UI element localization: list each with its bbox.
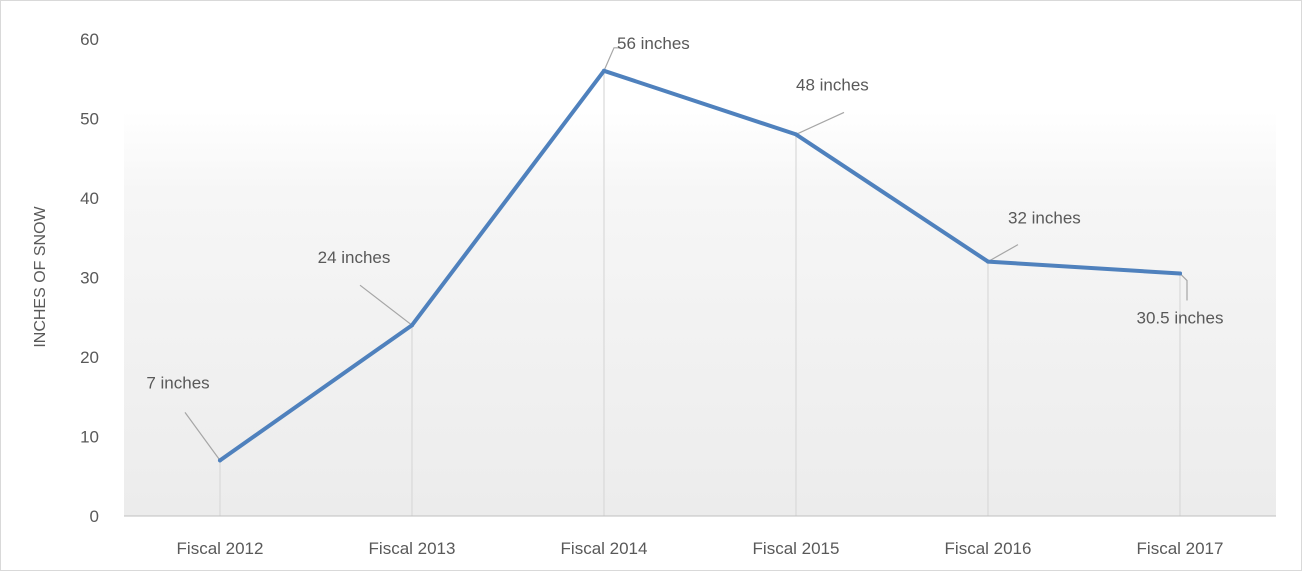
x-tick-label: Fiscal 2013 [369,539,456,558]
data-label: 56 inches [617,34,690,53]
y-tick-label: 0 [90,507,99,526]
data-label: 30.5 inches [1137,309,1224,328]
x-tick-label: Fiscal 2016 [945,539,1032,558]
x-tick-label: Fiscal 2017 [1137,539,1224,558]
series-line [218,68,1182,463]
x-tick-label: Fiscal 2015 [753,539,840,558]
leader-line [795,111,845,135]
x-tick-label: Fiscal 2012 [177,539,264,558]
leader-line [987,244,1019,263]
leader-line [184,411,221,461]
label-leader-lines [184,47,1188,461]
y-tick-label: 60 [80,30,99,49]
x-tick-label: Fiscal 2014 [561,539,648,558]
series-point [794,132,798,137]
plot-area-background [124,111,1276,516]
x-axis-ticks: Fiscal 2012 Fiscal 2013 Fiscal 2014 Fiscal … [177,539,1224,558]
data-label: 32 inches [1008,209,1081,228]
y-tick-label: 40 [80,189,99,208]
data-labels: 7 inches 24 inches 56 inches 48 inches 32 in… [146,34,1223,393]
leader-line [603,47,621,72]
y-tick-label: 20 [80,348,99,367]
leader-line [1179,273,1188,301]
series-point [410,323,414,328]
drop-lines [219,70,1181,516]
series-point [602,68,606,73]
series-point [1178,271,1182,276]
y-tick-label: 10 [80,428,99,447]
y-axis-title: INCHES OF SNOW [32,205,49,347]
data-label: 7 inches [146,373,209,392]
leader-line [359,284,413,326]
series-points [218,68,1182,463]
y-axis-ticks: 0 10 20 30 40 50 60 [80,30,99,526]
y-tick-label: 50 [80,110,99,129]
y-tick-label: 30 [80,269,99,288]
series-point [986,259,990,264]
series-point [218,458,222,463]
data-label: 24 inches [318,248,391,267]
data-label: 48 inches [796,75,869,94]
